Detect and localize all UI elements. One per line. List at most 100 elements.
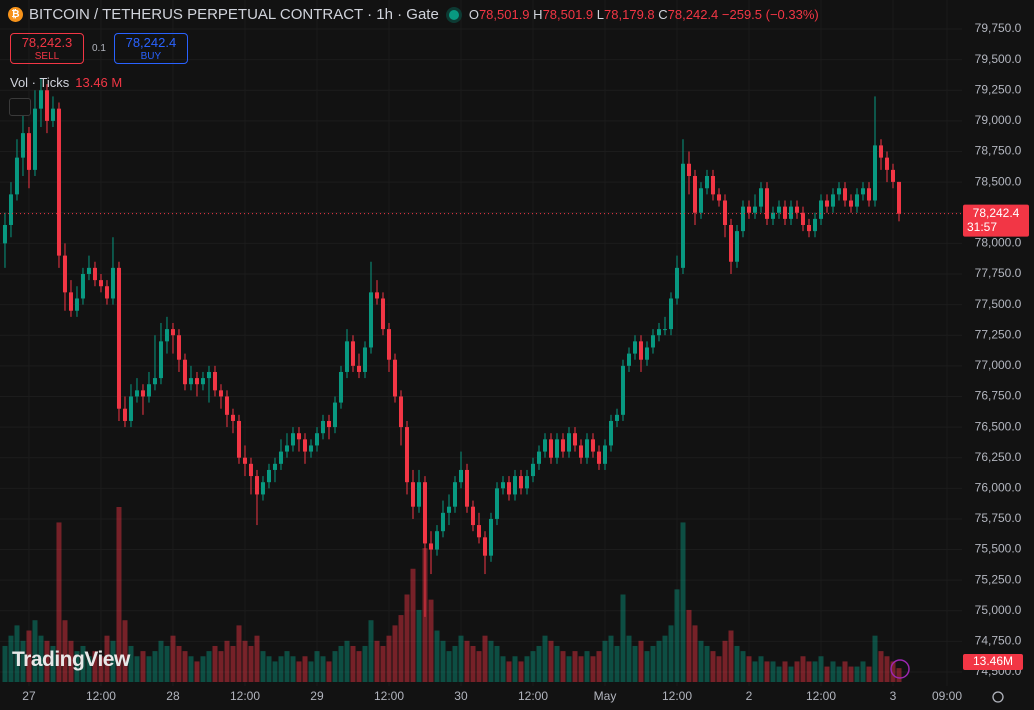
- status-dot: [448, 9, 459, 20]
- ohlc-value: 78,501.9: [478, 7, 530, 22]
- watermark: TradingView: [12, 648, 130, 671]
- volume-bar: [464, 640, 470, 682]
- candle-body: [806, 224, 811, 232]
- volume-bar: [566, 656, 572, 682]
- candle-body: [44, 90, 49, 121]
- volume-bar: [140, 651, 146, 682]
- collapse-button[interactable]: [9, 98, 31, 116]
- candle-body: [404, 427, 409, 483]
- volume-bar: [842, 661, 848, 682]
- candle-body: [158, 341, 163, 379]
- volume-bar: [500, 656, 506, 682]
- volume-bar: [302, 656, 308, 682]
- candle-body: [2, 224, 7, 244]
- candle-body: [608, 420, 613, 446]
- volume-bar: [164, 645, 170, 682]
- x-tick-label: 28: [166, 689, 180, 703]
- volume-bar: [398, 615, 404, 682]
- volume-bar: [104, 635, 110, 682]
- ohlc-key: C: [658, 7, 668, 22]
- volume-bar: [728, 630, 734, 682]
- volume-bar: [278, 656, 284, 682]
- y-tick-label: 75,000.0: [975, 603, 1022, 617]
- last-price-label: 78,242.4: [973, 206, 1020, 220]
- y-tick-label: 77,000.0: [975, 358, 1022, 372]
- volume-bar: [272, 661, 278, 682]
- x-tick-label: 12:00: [806, 689, 836, 703]
- buy-label: BUY: [140, 51, 162, 62]
- candle-body: [506, 482, 511, 495]
- x-tick-label: 12:00: [374, 689, 404, 703]
- volume-bar: [656, 640, 662, 682]
- volume-bar: [596, 651, 602, 682]
- candle-body: [668, 298, 673, 330]
- candle-body: [596, 451, 601, 464]
- candle-body: [422, 482, 427, 544]
- sell-label: SELL: [34, 51, 60, 62]
- volume-bar: [14, 625, 20, 682]
- volume-bar: [782, 661, 788, 682]
- y-tick-label: 76,500.0: [975, 419, 1022, 433]
- volume-bar: [764, 661, 770, 682]
- candle-body: [890, 169, 895, 182]
- y-tick-label: 78,750.0: [975, 144, 1022, 158]
- header: ₿ BITCOIN / TETHERUS PERPETUAL CONTRACT …: [8, 6, 819, 23]
- candle-body: [8, 194, 13, 225]
- candle-body: [212, 371, 217, 391]
- volume-bar: [824, 666, 830, 682]
- volume-bar: [158, 640, 164, 682]
- candle-body: [32, 108, 37, 170]
- candle-body: [530, 463, 535, 477]
- volume-bar: [578, 656, 584, 682]
- volume-bar: [698, 640, 704, 682]
- y-tick-label: 75,500.0: [975, 542, 1022, 556]
- volume-bar: [134, 656, 140, 682]
- volume-bar: [20, 640, 26, 682]
- candle-body: [710, 176, 715, 195]
- volume-bar: [542, 635, 548, 682]
- candle-body: [620, 365, 625, 415]
- volume-bar: [434, 630, 440, 682]
- candle-body: [140, 390, 145, 397]
- buy-price: 78,242.4: [125, 35, 177, 50]
- volume-bar: [290, 656, 296, 682]
- volume-bar: [110, 640, 116, 682]
- volume-bar: [488, 640, 494, 682]
- candle-body: [80, 273, 85, 299]
- buy-button[interactable]: 78,242.4 BUY: [113, 33, 188, 64]
- change: −259.5 (−0.33%): [721, 7, 819, 22]
- x-tick-label: 12:00: [662, 689, 692, 703]
- candle-body: [92, 267, 97, 281]
- volume-bar: [86, 656, 92, 682]
- volume-bar: [32, 620, 38, 682]
- candle-body: [698, 188, 703, 213]
- volume-bar: [758, 656, 764, 682]
- candle-body: [116, 267, 121, 409]
- ohlc-value: 78,242.4: [667, 7, 719, 22]
- volume-bar: [650, 645, 656, 682]
- candle-body: [470, 506, 475, 526]
- sell-button[interactable]: 78,242.3 SELL: [10, 33, 84, 64]
- candle-body: [704, 176, 709, 189]
- volume-bar: [326, 661, 332, 682]
- candle-body: [278, 451, 283, 464]
- countdown: 31:57: [967, 220, 997, 234]
- volume-bar: [260, 651, 266, 682]
- volume-bar: [770, 661, 776, 682]
- y-tick-label: 78,000.0: [975, 236, 1022, 250]
- volume-bar: [146, 656, 152, 682]
- y-tick-label: 79,250.0: [975, 82, 1022, 96]
- candle-body: [164, 329, 169, 342]
- volume-bar: [206, 651, 212, 682]
- candle-body: [572, 433, 577, 446]
- volume-bar: [740, 651, 746, 682]
- volume-bar: [338, 645, 344, 682]
- candle-body: [488, 518, 493, 556]
- candle-body: [446, 506, 451, 513]
- candle-body: [512, 476, 517, 495]
- volume-bar: [200, 656, 206, 682]
- x-tick-label: 30: [454, 689, 468, 703]
- volume-bar: [44, 640, 50, 682]
- candle-body: [650, 335, 655, 348]
